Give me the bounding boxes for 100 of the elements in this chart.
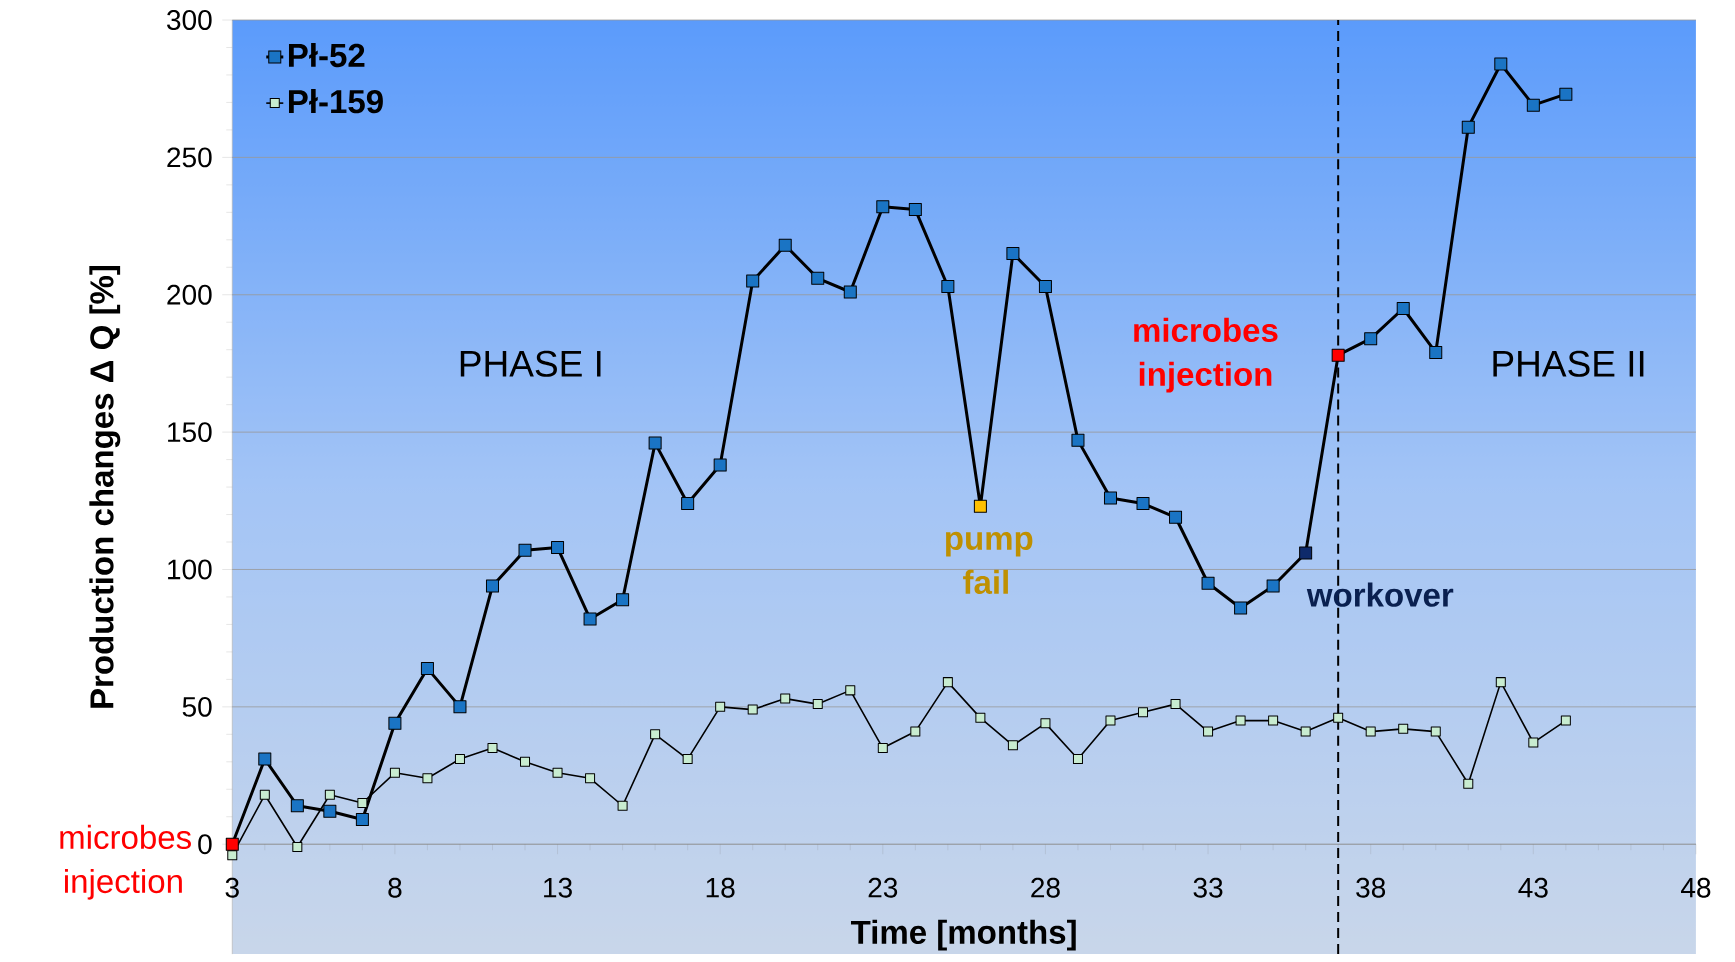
legend-label: Pł-52 [288, 42, 365, 68]
annotation: microbes injection [60, 824, 191, 900]
y-tick-label: 0 [198, 834, 212, 855]
point [227, 850, 238, 861]
point [812, 699, 823, 710]
point [941, 279, 955, 293]
y-tick-label: 300 [167, 10, 212, 30]
point [876, 200, 890, 214]
point [1138, 707, 1149, 718]
point [454, 753, 465, 764]
point [1268, 715, 1279, 726]
point [650, 729, 661, 740]
y-axis-title: Production changes Δ Q [%] [89, 265, 121, 708]
point [1560, 715, 1571, 726]
point [682, 753, 693, 764]
annotation: workover [1306, 582, 1454, 607]
point [357, 797, 368, 808]
point [778, 238, 792, 252]
point [1169, 510, 1183, 524]
point [1103, 491, 1117, 505]
point [453, 700, 467, 714]
x-tick-label: 33 [1193, 877, 1223, 898]
x-tick-label: 43 [1518, 877, 1548, 898]
point [975, 712, 986, 723]
point [908, 203, 922, 217]
point [1333, 712, 1344, 723]
point [780, 693, 791, 704]
point [1331, 348, 1345, 362]
y-tick-label: 150 [168, 422, 212, 442]
x-tick-label: 8 [388, 877, 402, 898]
point [259, 789, 270, 800]
y-tick-label: 100 [168, 559, 212, 580]
point [1396, 301, 1410, 315]
point [487, 743, 498, 754]
point [648, 436, 662, 450]
x-tick-label: 3 [225, 877, 239, 898]
y-tick-label: 250 [167, 147, 212, 168]
point [422, 773, 433, 784]
point [845, 685, 856, 696]
point [1006, 246, 1020, 260]
point [973, 499, 987, 513]
point [225, 837, 239, 851]
point [1526, 98, 1540, 112]
point [877, 743, 888, 754]
point [1072, 753, 1083, 764]
point [292, 841, 303, 852]
point [910, 726, 921, 737]
point [552, 767, 563, 778]
annotation: pump fail [945, 531, 1033, 594]
point [747, 704, 758, 715]
annotation: PHASE I [460, 350, 601, 377]
x-tick-label: 38 [1356, 877, 1386, 898]
point [1300, 726, 1311, 737]
point [388, 716, 402, 730]
point [681, 496, 695, 510]
point [1038, 279, 1052, 293]
point [942, 677, 953, 688]
x-tick-label: 48 [1681, 877, 1711, 898]
point [713, 458, 727, 472]
point [583, 612, 597, 626]
point [258, 752, 272, 766]
point [746, 274, 760, 288]
x-tick-label: 28 [1031, 877, 1060, 898]
point [1430, 726, 1441, 737]
x-tick-label: 23 [868, 877, 898, 898]
point [1235, 715, 1246, 726]
point [485, 579, 499, 593]
point [1495, 677, 1506, 688]
point [1007, 740, 1018, 751]
point [520, 756, 531, 767]
x-axis-title: Time [months] [851, 919, 1076, 951]
point [1234, 601, 1248, 615]
point [1136, 496, 1150, 510]
point [1528, 737, 1539, 748]
x-tick-label: 18 [706, 877, 735, 898]
point [617, 800, 628, 811]
point [1398, 723, 1409, 734]
point [1429, 345, 1443, 359]
point [843, 285, 857, 299]
point [811, 271, 825, 285]
annotation: PHASE II [1493, 350, 1644, 377]
point [585, 773, 596, 784]
point [715, 701, 726, 712]
x-tick-label: 13 [544, 877, 572, 898]
point [290, 799, 304, 813]
point [1461, 120, 1475, 134]
legend-label: Pł-159 [288, 88, 383, 114]
point [323, 804, 337, 818]
y-tick-label: 200 [167, 284, 212, 305]
point [616, 593, 630, 607]
point [1203, 726, 1214, 737]
point [1040, 718, 1051, 729]
point [1299, 546, 1313, 560]
point [518, 543, 532, 557]
annotation: microbes injection [1134, 317, 1278, 393]
point [1559, 87, 1573, 101]
point [1201, 576, 1215, 590]
point [1071, 433, 1085, 447]
point [389, 767, 400, 778]
point [355, 812, 369, 826]
